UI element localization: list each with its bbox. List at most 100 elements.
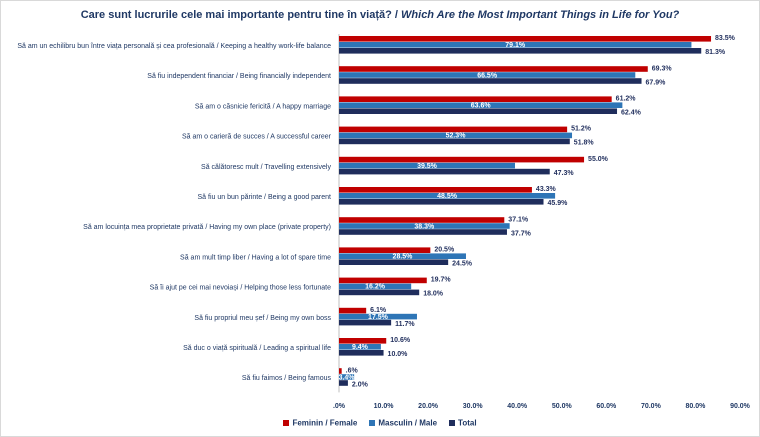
- chart-title-en: Which Are the Most Important Things in L…: [401, 9, 680, 21]
- data-label: 6.1%: [370, 307, 387, 314]
- legend-label: Total: [458, 418, 477, 428]
- data-label: 10.0%: [388, 351, 409, 358]
- data-label: .6%: [346, 367, 359, 374]
- bar-total: [339, 350, 384, 356]
- category-label: Să fiu un bun părinte / Being a good par…: [198, 194, 332, 201]
- bar-masculin: [339, 42, 692, 48]
- data-label: 66.5%: [477, 72, 498, 79]
- data-label: 81.3%: [705, 49, 726, 56]
- category-label: Să duc o viață spirituală / Leading a sp…: [183, 345, 331, 352]
- data-label: 11.7%: [395, 321, 415, 328]
- data-label: 51.8%: [574, 140, 595, 147]
- x-tick-label: 70.0%: [641, 403, 662, 410]
- data-label: 37.1%: [508, 216, 529, 223]
- data-label: 18.0%: [423, 291, 444, 298]
- category-label: Să am o carieră de succes / A successful…: [182, 134, 332, 141]
- bar-feminin: [339, 277, 427, 284]
- bar-feminin: [339, 307, 367, 314]
- bar-masculin: [339, 344, 381, 350]
- category-label: Să îi ajut pe cei mai nevoiași / Helping…: [150, 285, 331, 292]
- bar-feminin: [339, 247, 431, 253]
- bar-total: [339, 319, 392, 326]
- data-label: 9.4%: [352, 344, 369, 351]
- data-label: 37.7%: [511, 230, 532, 237]
- bar-feminin: [339, 156, 585, 163]
- data-label: 16.2%: [365, 284, 386, 291]
- data-label: 61.2%: [616, 96, 637, 103]
- data-label: 55.0%: [588, 156, 609, 163]
- x-tick-label: 10.0%: [374, 403, 395, 410]
- bar-total: [339, 48, 702, 54]
- category-label: Să fiu faimos / Being famous: [242, 375, 332, 382]
- bar-feminin: [339, 96, 612, 102]
- data-label: 43.3%: [536, 186, 557, 193]
- bar-total: [339, 259, 449, 265]
- data-label: 67.9%: [646, 79, 667, 86]
- x-tick-label: 60.0%: [596, 403, 617, 410]
- bar-masculin: [339, 102, 623, 108]
- category-label: Să am o căsnicie fericită / A happy marr…: [195, 103, 331, 110]
- legend-label: Feminin / Female: [292, 418, 358, 428]
- legend-swatch: [449, 419, 456, 426]
- x-tick-label: 80.0%: [686, 403, 707, 410]
- data-label: 38.3%: [414, 223, 435, 230]
- data-label: 63.6%: [471, 103, 492, 110]
- category-label: Să fiu propriul meu șef / Being my own b…: [194, 315, 331, 322]
- data-label: 20.5%: [434, 247, 455, 254]
- data-label: 51.2%: [571, 126, 592, 133]
- category-label: Să am un echilibru bun între viața perso…: [17, 43, 331, 50]
- bar-masculin: [339, 283, 412, 290]
- data-label: 47.3%: [554, 170, 575, 177]
- legend-swatch: [283, 419, 290, 426]
- legend-entry: Total: [449, 418, 477, 427]
- data-label: 39.5%: [417, 163, 438, 170]
- bar-masculin: [339, 223, 510, 229]
- bar-total: [339, 380, 348, 386]
- legend-swatch: [369, 419, 376, 426]
- data-label: 17.5%: [368, 314, 389, 321]
- bar-feminin: [339, 66, 648, 72]
- bar-feminin: [339, 338, 387, 344]
- data-label: 3.4%: [339, 374, 356, 381]
- data-label: 83.5%: [715, 35, 736, 42]
- bar-feminin: [339, 36, 712, 42]
- bar-total: [339, 229, 507, 235]
- chart-title-ro: Care sunt lucrurile cele mai importante …: [80, 9, 392, 21]
- bar-feminin: [339, 126, 568, 133]
- bar-total: [339, 108, 618, 114]
- bar-masculin: [339, 72, 636, 78]
- data-label: 28.5%: [393, 254, 414, 261]
- bar-masculin: [339, 193, 556, 199]
- x-tick-label: 40.0%: [507, 403, 528, 410]
- data-label: 79.1%: [505, 42, 526, 49]
- bar-masculin: [339, 132, 573, 139]
- legend-label: Masculin / Male: [378, 418, 438, 428]
- bar-total: [339, 78, 642, 84]
- category-label: Să călătoresc mult / Travelling extensiv…: [201, 164, 331, 171]
- legend: Feminin / Female Masculin / Male Total: [0, 418, 760, 427]
- bar-masculin: [339, 253, 466, 259]
- data-label: 48.5%: [437, 193, 458, 200]
- data-label: 45.9%: [548, 200, 569, 207]
- bar-total: [339, 289, 420, 296]
- legend-entry: Feminin / Female: [283, 418, 357, 427]
- data-label: 62.4%: [621, 110, 642, 117]
- category-label: Să am mult timp liber / Having a lot of …: [180, 254, 331, 261]
- bar-masculin: [339, 374, 355, 380]
- bar-feminin: [339, 217, 505, 223]
- x-tick-label: 20.0%: [418, 403, 439, 410]
- category-label: Să am locuința mea proprietate privată /…: [83, 224, 331, 231]
- bar-feminin: [339, 187, 532, 193]
- x-tick-label: 90.0%: [730, 403, 751, 410]
- data-label: 10.6%: [390, 337, 411, 344]
- data-label: 52.3%: [446, 133, 467, 140]
- bar-masculin: [339, 162, 515, 169]
- bar-total: [339, 199, 544, 205]
- x-tick-label: .0%: [333, 403, 346, 410]
- bar-masculin: [339, 313, 417, 320]
- x-tick-label: 50.0%: [552, 403, 573, 410]
- chart-title: Care sunt lucrurile cele mai importante …: [0, 9, 760, 21]
- data-label: 2.0%: [352, 381, 369, 388]
- bar-total: [339, 138, 570, 145]
